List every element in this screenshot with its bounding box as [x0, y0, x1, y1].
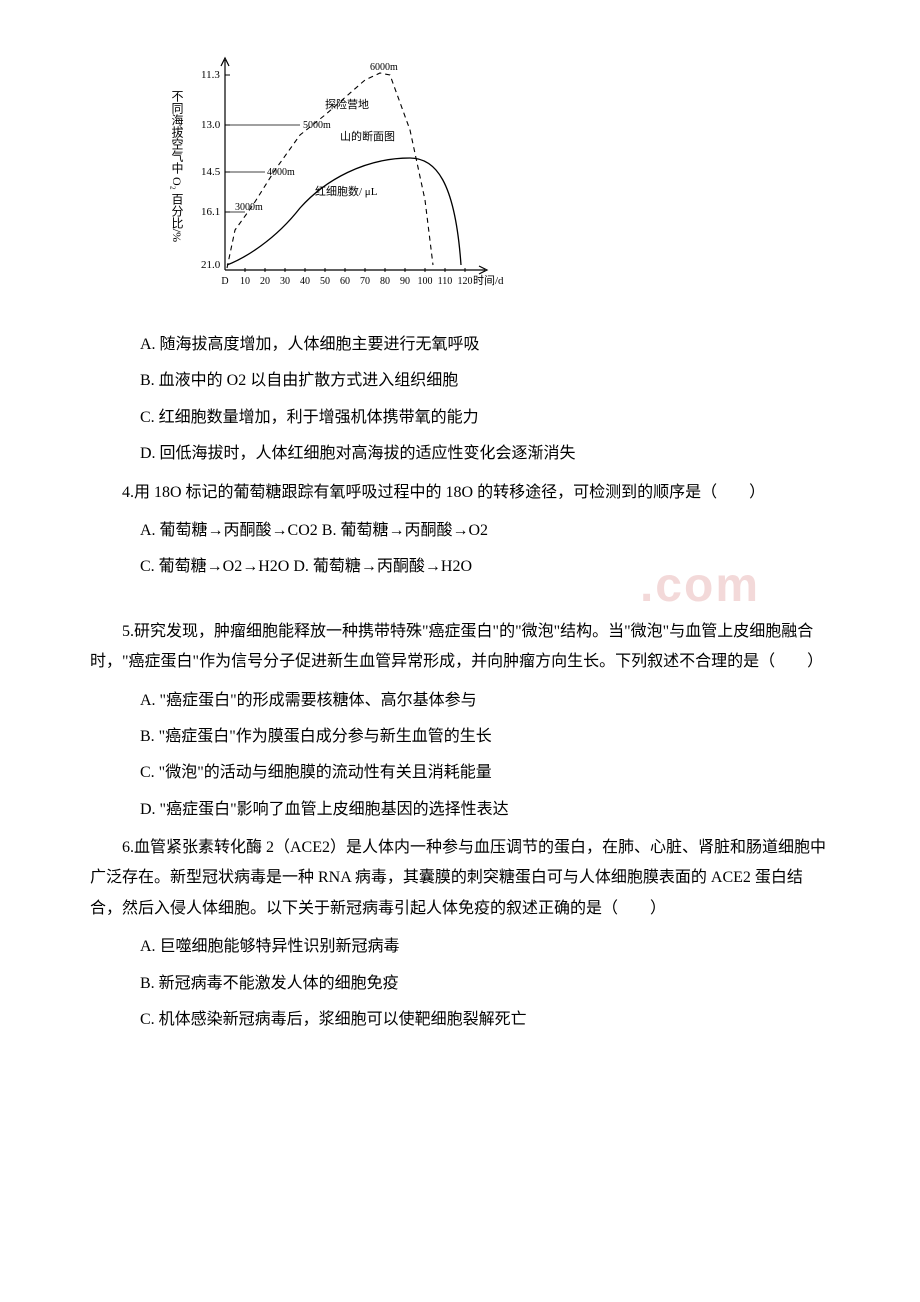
q4-options-line1: A. 葡萄糖→丙酮酸→CO2 B. 葡萄糖→丙酮酸→O2 [140, 516, 830, 546]
ytick-3: 16.1 [201, 206, 220, 218]
svg-text:80: 80 [380, 276, 390, 287]
svg-text:30: 30 [280, 276, 290, 287]
spacer [90, 589, 830, 609]
svg-text:70: 70 [360, 276, 370, 287]
q6-option-a: A. 巨噬细胞能够特异性识别新冠病毒 [140, 932, 830, 962]
q3-option-d: D. 回低海拔时，人体红细胞对高海拔的适应性变化会逐渐消失 [140, 439, 830, 469]
ytick-1: 13.0 [201, 119, 221, 131]
q4-stem: 4.用 18O 标记的葡萄糖跟踪有氧呼吸过程中的 18O 的转移途径，可检测到的… [90, 478, 830, 508]
svg-text:40: 40 [300, 276, 310, 287]
ytick-0: 11.3 [201, 69, 220, 81]
q5-option-a: A. "癌症蛋白"的形成需要核糖体、高尔基体参与 [140, 686, 830, 716]
chart-figure: 不同海拔空气中 O₂ 百分比/% 11.3 13.0 14.5 16.1 21.… [165, 40, 830, 310]
q5-option-d: D. "癌症蛋白"影响了血管上皮细胞基因的选择性表达 [140, 795, 830, 825]
q6-option-b: B. 新冠病毒不能激发人体的细胞免疫 [140, 969, 830, 999]
q6-option-c: C. 机体感染新冠病毒后，浆细胞可以使靶细胞裂解死亡 [140, 1005, 830, 1035]
x-ticks: D 10 20 30 40 50 60 70 80 90 100 110 120 [221, 268, 472, 287]
anno-camp: 探险营地 [325, 97, 369, 111]
svg-text:100: 100 [418, 276, 433, 287]
svg-text:3000m: 3000m [235, 202, 263, 213]
anno-rbc: 红细胞数/ μL [315, 185, 378, 198]
y-axis-label: 不同海拔空气中 O₂ 百分比/% [170, 90, 184, 242]
q3-option-c: C. 红细胞数量增加，利于增强机体携带氧的能力 [140, 403, 830, 433]
ytick-2: 14.5 [201, 166, 221, 178]
q5-stem: 5.研究发现，肿瘤细胞能释放一种携带特殊"癌症蛋白"的"微泡"结构。当"微泡"与… [90, 617, 830, 678]
svg-text:20: 20 [260, 276, 270, 287]
svg-text:90: 90 [400, 276, 410, 287]
q5-option-b: B. "癌症蛋白"作为膜蛋白成分参与新生血管的生长 [140, 722, 830, 752]
svg-text:120: 120 [458, 276, 473, 287]
q6-stem: 6.血管紧张素转化酶 2（ACE2）是人体内一种参与血压调节的蛋白，在肺、心脏、… [90, 833, 830, 924]
svg-text:60: 60 [340, 276, 350, 287]
q3-option-a: A. 随海拔高度增加，人体细胞主要进行无氧呼吸 [140, 330, 830, 360]
x-axis-label: 时间/d [473, 274, 504, 287]
q3-option-b: B. 血液中的 O2 以自由扩散方式进入组织细胞 [140, 366, 830, 396]
svg-text:50: 50 [320, 276, 330, 287]
q4-line2-text: C. 葡萄糖→O2→H2O D. 葡萄糖→丙酮酸→H2O [140, 558, 472, 575]
svg-text:10: 10 [240, 276, 250, 287]
q4-line1-text: A. 葡萄糖→丙酮酸→CO2 B. 葡萄糖→丙酮酸→O2 [140, 522, 488, 539]
anno-peak: 6000m [370, 62, 398, 73]
chart-svg: 不同海拔空气中 O₂ 百分比/% 11.3 13.0 14.5 16.1 21.… [165, 40, 505, 310]
q5-option-c: C. "微泡"的活动与细胞膜的流动性有关且消耗能量 [140, 758, 830, 788]
svg-text:D: D [221, 276, 228, 287]
svg-text:110: 110 [438, 276, 453, 287]
q4-options-line2: .com C. 葡萄糖→O2→H2O D. 葡萄糖→丙酮酸→H2O [140, 552, 830, 582]
anno-profile: 山的断面图 [340, 129, 395, 143]
ytick-4: 21.0 [201, 259, 221, 271]
